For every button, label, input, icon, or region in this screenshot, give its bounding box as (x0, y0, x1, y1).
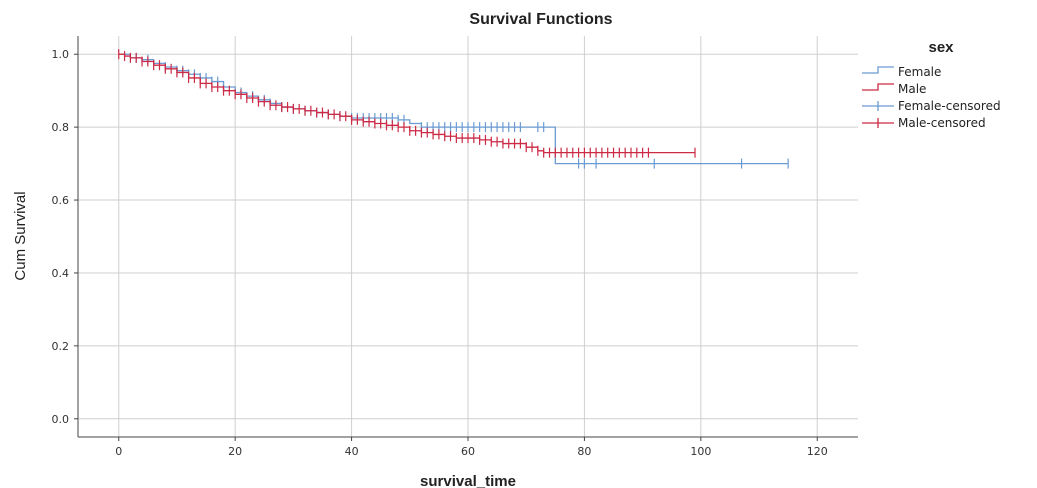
legend-swatch-line (862, 83, 894, 91)
y-tick-label: 0.0 (52, 413, 70, 426)
legend-label: Female (898, 65, 941, 79)
series-group (118, 49, 789, 169)
legend-swatch-line (862, 66, 894, 74)
y-ticks: 0.0 0.2 0.4 0.6 0.8 1.0 (52, 48, 78, 426)
x-tick-label: 20 (228, 445, 242, 458)
y-tick-label: 0.2 (52, 340, 70, 353)
y-tick-label: 0.8 (52, 121, 70, 134)
x-tick-label: 0 (115, 445, 122, 458)
x-tick-label: 100 (690, 445, 711, 458)
legend-title: sex (928, 39, 954, 56)
x-tick-label: 80 (577, 445, 591, 458)
y-tick-label: 0.6 (52, 194, 70, 207)
y-tick-label: 1.0 (52, 48, 70, 61)
legend-label: Male-censored (898, 116, 986, 130)
x-tick-label: 40 (345, 445, 359, 458)
x-tick-label: 120 (807, 445, 828, 458)
y-axis-title: Cum Survival (12, 191, 29, 280)
legend-label: Female-censored (898, 99, 1001, 113)
legend: Female Male Female-censored Male-censored (862, 65, 1001, 130)
x-ticks: 0 20 40 60 80 100 120 (115, 437, 828, 458)
x-tick-label: 60 (461, 445, 475, 458)
legend-label: Male (898, 82, 926, 96)
grid (78, 36, 858, 437)
chart-title: Survival Functions (469, 11, 612, 28)
x-axis-title: survival_time (420, 473, 516, 488)
y-tick-label: 0.4 (52, 267, 70, 280)
